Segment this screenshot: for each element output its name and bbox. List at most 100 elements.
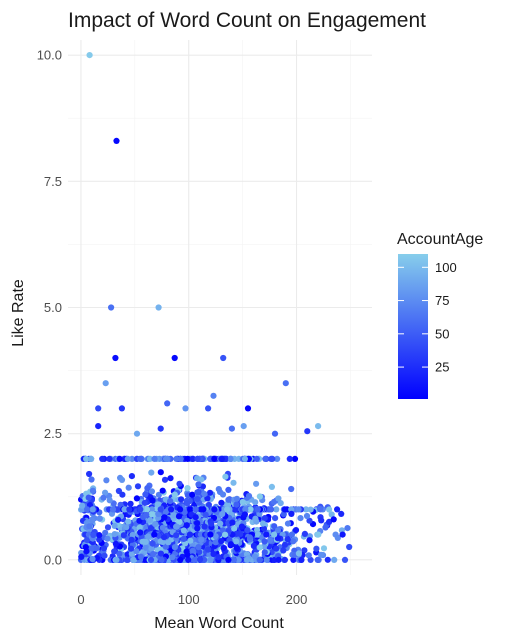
- data-point: [268, 455, 275, 462]
- data-point: [137, 529, 144, 536]
- data-point: [303, 512, 311, 520]
- data-point: [102, 380, 109, 387]
- data-point: [133, 548, 140, 555]
- data-point: [334, 506, 341, 513]
- data-point: [201, 490, 208, 498]
- data-point: [238, 523, 245, 530]
- data-point: [157, 538, 164, 545]
- legend-tick-label: 100: [435, 260, 457, 275]
- data-point: [344, 525, 351, 532]
- data-point: [195, 544, 202, 551]
- data-point: [127, 545, 135, 552]
- data-point: [207, 531, 214, 538]
- data-point: [79, 502, 86, 509]
- data-point: [235, 556, 242, 564]
- data-point: [225, 556, 232, 564]
- data-point: [147, 525, 155, 532]
- data-point: [169, 554, 176, 561]
- data-point: [89, 506, 96, 513]
- data-point: [113, 137, 120, 144]
- data-point: [301, 530, 308, 538]
- data-point: [161, 534, 168, 541]
- data-point: [148, 545, 155, 552]
- data-point: [137, 506, 144, 513]
- data-point: [207, 556, 214, 564]
- data-point: [187, 506, 194, 513]
- data-point: [268, 483, 275, 490]
- data-point: [256, 556, 264, 564]
- data-point: [102, 489, 109, 496]
- data-point: [205, 405, 212, 412]
- data-point: [281, 556, 288, 564]
- data-point: [133, 495, 140, 502]
- data-point: [173, 532, 180, 539]
- data-point: [290, 556, 297, 564]
- data-point: [126, 506, 133, 513]
- legend: AccountAge 25 50 75 100: [397, 231, 483, 399]
- data-point: [127, 500, 134, 507]
- data-point: [219, 491, 227, 498]
- y-tick-label: 5.0: [44, 300, 62, 315]
- data-point: [129, 531, 136, 539]
- data-point: [109, 506, 117, 513]
- data-point: [306, 537, 313, 544]
- data-point: [197, 556, 204, 563]
- data-point: [280, 547, 287, 554]
- data-point: [187, 537, 194, 544]
- data-point: [244, 556, 251, 564]
- data-point: [330, 516, 337, 523]
- data-point: [240, 423, 247, 430]
- data-point: [128, 536, 135, 543]
- data-point: [189, 491, 196, 498]
- data-point: [184, 455, 191, 462]
- data-point: [260, 525, 268, 532]
- data-point: [339, 531, 346, 538]
- data-point: [108, 304, 115, 311]
- data-point: [83, 536, 91, 544]
- data-point: [230, 479, 237, 486]
- data-point: [143, 511, 150, 519]
- data-point: [242, 506, 249, 513]
- data-point: [284, 520, 292, 527]
- x-tick-label: 200: [286, 592, 308, 607]
- data-point: [272, 515, 279, 522]
- data-point: [288, 531, 295, 538]
- data-point: [104, 524, 112, 531]
- data-point: [280, 511, 287, 518]
- data-point: [263, 556, 270, 564]
- data-point: [334, 534, 341, 542]
- data-point: [194, 520, 201, 527]
- data-point: [86, 523, 93, 530]
- data-point: [270, 498, 278, 505]
- data-point: [149, 497, 156, 504]
- data-point: [263, 531, 270, 538]
- data-point: [219, 510, 226, 518]
- data-point: [324, 556, 331, 563]
- data-point: [228, 425, 235, 432]
- y-tick-label: 0.0: [44, 552, 62, 567]
- data-point: [273, 545, 280, 552]
- data-point: [295, 506, 302, 513]
- data-point: [84, 506, 91, 513]
- data-point: [281, 506, 288, 513]
- data-point: [230, 556, 237, 564]
- data-point: [346, 543, 353, 551]
- data-point: [205, 501, 212, 508]
- data-point: [121, 506, 128, 513]
- data-point: [239, 498, 246, 506]
- data-point: [93, 545, 100, 552]
- data-point: [320, 545, 328, 552]
- data-point: [194, 496, 201, 503]
- data-point: [302, 506, 310, 513]
- data-point: [192, 514, 199, 521]
- data-point: [125, 484, 132, 491]
- data-point: [167, 498, 174, 505]
- data-point: [155, 532, 163, 539]
- data-point: [175, 518, 183, 525]
- data-point: [118, 476, 126, 483]
- data-point: [168, 506, 175, 513]
- data-point: [123, 524, 130, 531]
- data-point: [322, 524, 329, 531]
- data-point: [218, 538, 225, 545]
- data-point: [225, 496, 232, 503]
